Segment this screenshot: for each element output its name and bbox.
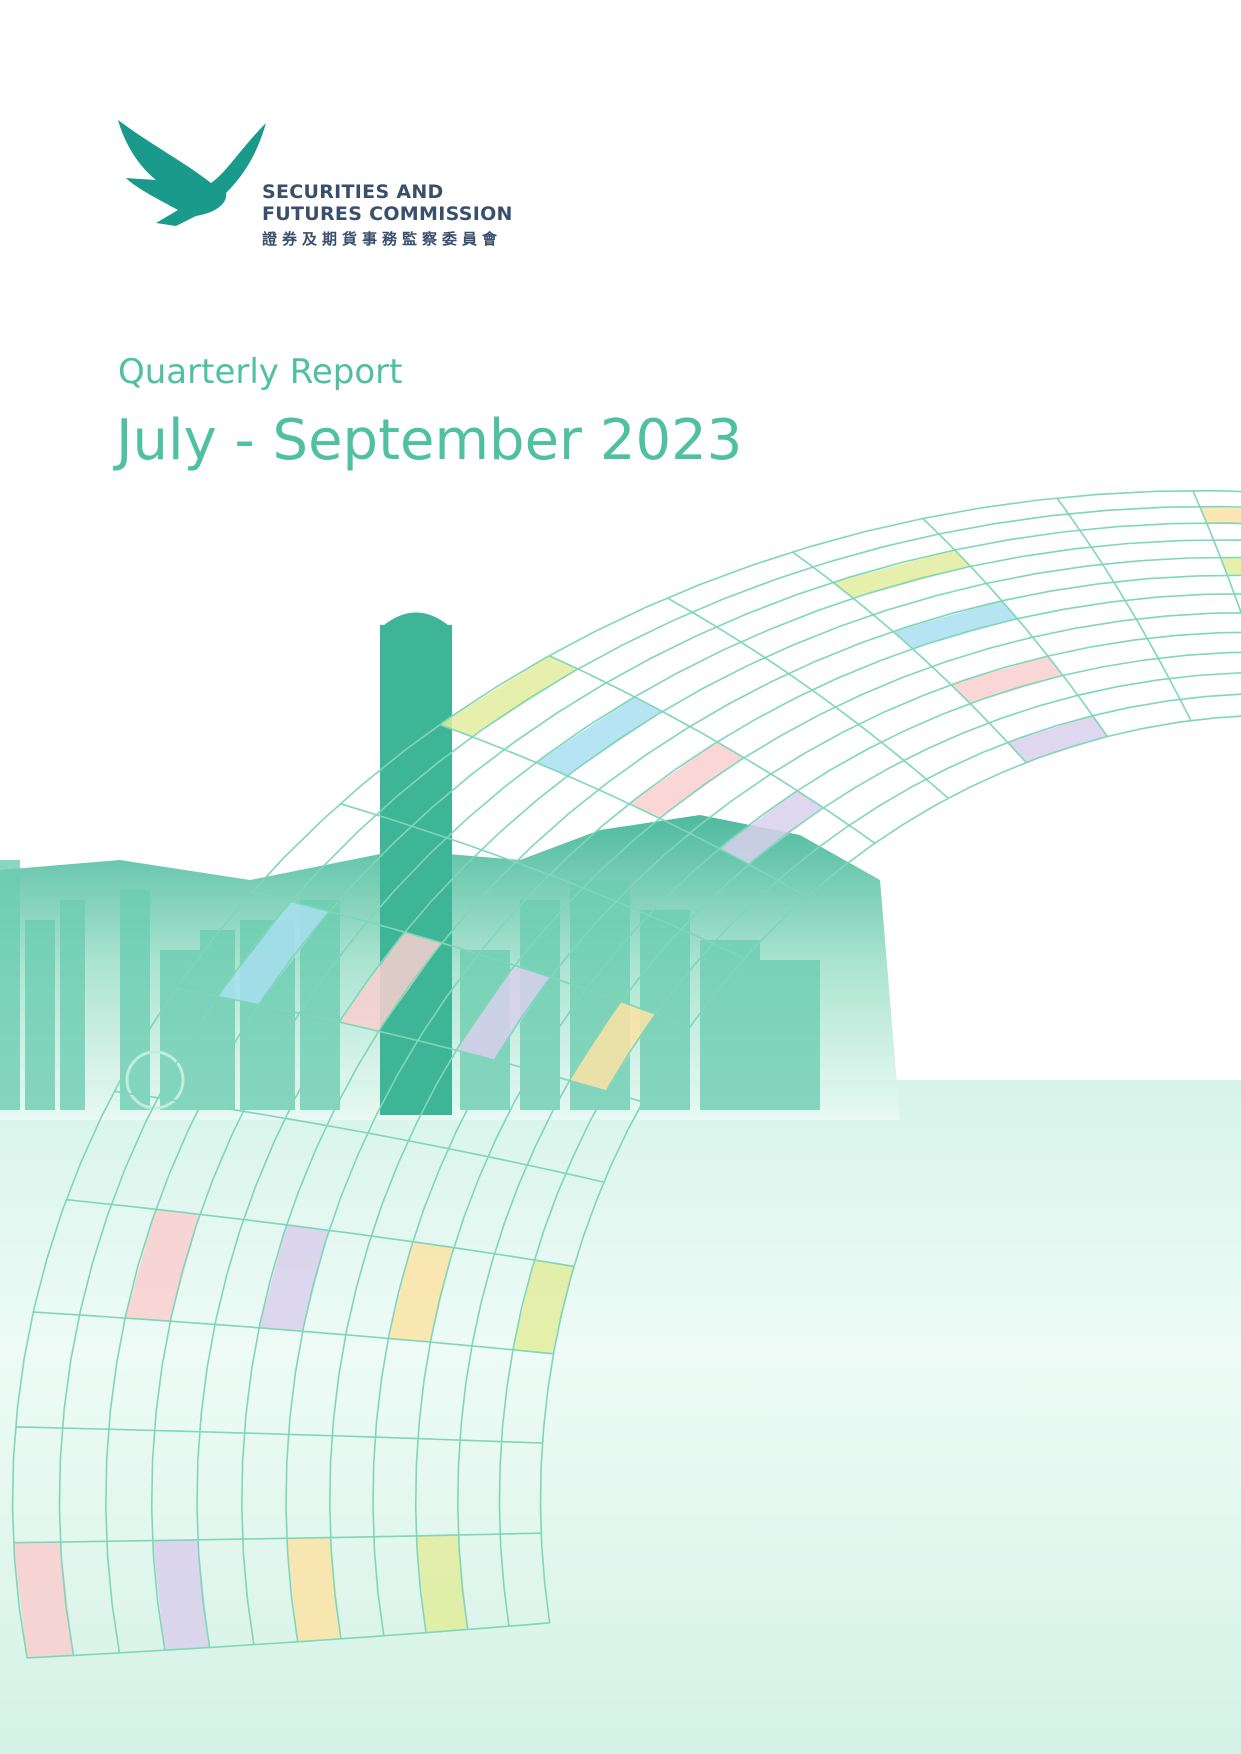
building	[160, 950, 200, 1110]
org-name-line2: FUTURES COMMISSION	[262, 203, 513, 225]
mesh-grid-wave	[11, 489, 1241, 1659]
grid-tile	[536, 696, 663, 776]
building	[640, 910, 690, 1110]
grid-tile	[1220, 557, 1241, 576]
grid-line	[548, 654, 876, 844]
grid-line	[176, 987, 643, 1103]
ferris-wheel	[125, 1050, 185, 1110]
building	[700, 940, 760, 1110]
grid-tile	[152, 1539, 210, 1651]
grid-tile	[388, 1241, 454, 1343]
grid-tile	[456, 965, 551, 1060]
grid-line	[66, 1198, 575, 1268]
grid-tile	[13, 1542, 74, 1658]
report-type: Quarterly Report	[118, 352, 403, 392]
grid-line	[922, 517, 1109, 737]
grid-tile	[259, 1224, 330, 1332]
grid-tile	[217, 901, 330, 1005]
grid-tile	[719, 790, 824, 865]
grid-line	[439, 723, 807, 898]
org-name-line1: SECURITIES AND	[262, 181, 444, 203]
grid-tile	[629, 741, 745, 819]
grid-line	[15, 1426, 543, 1444]
grid-tile	[339, 932, 442, 1032]
report-period: July - September 2023	[116, 408, 743, 473]
building	[25, 920, 55, 1110]
grid-line	[340, 802, 745, 960]
grid-tile	[286, 1537, 342, 1642]
building	[0, 860, 20, 1110]
grid-tile	[1199, 506, 1241, 525]
grid-tile	[439, 655, 578, 737]
harbour-water	[0, 1080, 1241, 1754]
grid-tile	[125, 1209, 201, 1322]
org-name-chinese: 證券及期貨事務監察委員會	[262, 230, 503, 248]
grid-line	[33, 1311, 554, 1355]
grid-line	[791, 551, 1027, 764]
hong-kong-skyline	[0, 860, 820, 1110]
grid-line	[1192, 490, 1241, 615]
grid-tile	[1007, 715, 1108, 763]
grid-line	[251, 891, 690, 1028]
grid-tile	[416, 1534, 468, 1633]
grid-tile	[569, 1001, 656, 1092]
grid-tile	[892, 600, 1018, 649]
grid-line	[27, 1622, 550, 1659]
ifc-tower	[380, 625, 452, 1115]
sfc-eagle-logo	[118, 120, 266, 226]
building	[200, 930, 235, 1110]
grid-line	[13, 1532, 542, 1544]
building	[60, 900, 85, 1110]
grid-line	[114, 1090, 604, 1183]
organization-name: SECURITIES AND FUTURES COMMISSION 證券及期貨事…	[262, 181, 513, 249]
grid-tile	[951, 656, 1063, 704]
grid-tile	[833, 549, 971, 599]
grid-line	[666, 597, 949, 799]
building	[120, 890, 150, 1110]
grid-line	[1056, 497, 1192, 721]
building	[760, 960, 820, 1110]
